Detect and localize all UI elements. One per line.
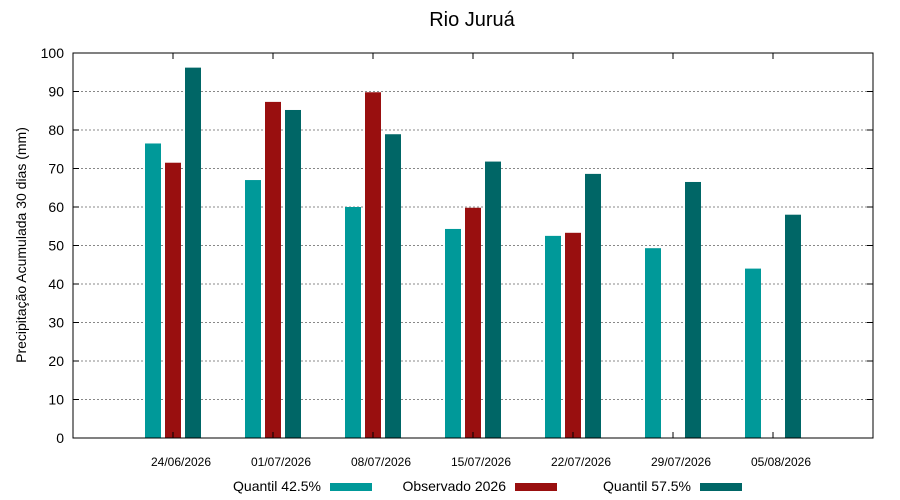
- x-tick-label: 22/07/2026: [551, 455, 611, 469]
- bar: [645, 248, 661, 438]
- bar: [745, 268, 761, 438]
- x-tick-label: 05/08/2026: [751, 455, 811, 469]
- y-tick-label: 30: [48, 315, 64, 331]
- y-axis-label: Precipitação Acumulada 30 dias (mm): [13, 127, 29, 363]
- bar: [565, 232, 581, 438]
- bar: [545, 235, 561, 438]
- bar: [365, 92, 381, 439]
- x-tick-label: 29/07/2026: [651, 455, 711, 469]
- bar: [165, 162, 181, 438]
- y-tick-label: 0: [56, 430, 64, 446]
- bar: [785, 214, 801, 438]
- bar: [145, 143, 161, 438]
- bar: [465, 207, 481, 438]
- bar: [585, 173, 601, 438]
- bars: [145, 67, 801, 439]
- x-tick-label: 08/07/2026: [351, 455, 411, 469]
- y-tick-label: 50: [48, 238, 64, 254]
- y-tick-label: 20: [48, 353, 64, 369]
- x-tick-label: 15/07/2026: [451, 455, 511, 469]
- legend: Quantil 42.5% Observado 2026 Quantil 57.5%: [233, 478, 742, 494]
- y-tick-label: 70: [48, 161, 64, 177]
- y-tick-label: 10: [48, 392, 64, 408]
- y-tick-label: 40: [48, 276, 64, 292]
- y-tick-label: 80: [48, 122, 64, 138]
- x-tick-label: 01/07/2026: [251, 455, 311, 469]
- y-tick-label: 100: [41, 45, 65, 61]
- legend-label: Quantil 42.5%: [233, 478, 321, 494]
- bar: [445, 228, 461, 438]
- bar: [685, 181, 701, 438]
- bar: [485, 161, 501, 438]
- x-axis: 24/06/2026 01/07/2026 08/07/2026 15/07/2026…: [151, 53, 811, 469]
- legend-swatch: [515, 483, 557, 491]
- x-tick-label: 24/06/2026: [151, 455, 211, 469]
- y-tick-label: 90: [48, 84, 64, 100]
- bar: [385, 134, 401, 439]
- y-tick-label: 60: [48, 199, 64, 215]
- legend-swatch: [700, 483, 742, 491]
- bar: [285, 109, 301, 438]
- bar: [345, 207, 361, 438]
- legend-label: Observado 2026: [402, 478, 506, 494]
- legend-swatch: [330, 483, 372, 491]
- bar: [265, 101, 281, 439]
- y-axis: 0 10 20 30 40 50 60 70 80 90 100: [41, 45, 873, 446]
- bar: [245, 180, 261, 439]
- bar: [185, 67, 201, 438]
- legend-label: Quantil 57.5%: [603, 478, 691, 494]
- chart-title: Rio Juruá: [429, 9, 515, 31]
